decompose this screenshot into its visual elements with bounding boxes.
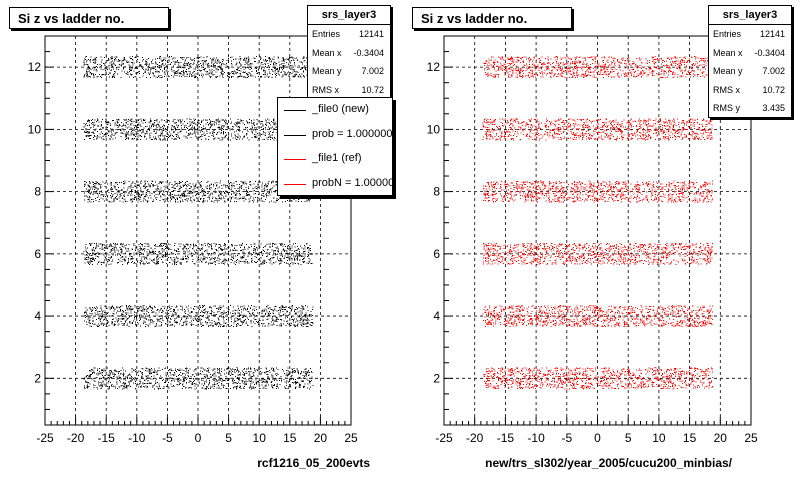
left-x-tick-label: -10	[128, 431, 146, 445]
legend-entry: _file0 (new)	[278, 98, 392, 123]
left-stats-row: RMS x 10.72	[308, 81, 390, 100]
right-x-tick-label: -20	[466, 431, 484, 445]
right-stats-key: RMS y	[713, 103, 740, 113]
right-x-tick-label: -10	[527, 431, 545, 445]
left-stats-value: -0.3404	[353, 47, 384, 58]
left-stats-row: Entries 12141	[308, 25, 390, 44]
left-x-tick-label: 10	[253, 431, 267, 445]
right-y-tick-label: 4	[433, 309, 440, 323]
right-chart-title-text: Si z vs ladder no.	[421, 11, 528, 26]
right-scatter-band	[482, 118, 713, 141]
legend: _file0 (new) prob = 1.000000 _file1 (ref…	[277, 97, 393, 196]
right-scatter-band	[482, 305, 714, 328]
left-scatter-band	[83, 56, 313, 79]
right-x-tick-label: 15	[683, 431, 697, 445]
right-x-tick-label: -25	[435, 431, 453, 445]
left-stats-value: 12141	[358, 29, 384, 39]
right-stats-row: RMS y 3.435	[709, 99, 791, 118]
left-scatter-band	[83, 242, 313, 265]
left-scatter-band	[83, 305, 314, 328]
left-x-tick-label: 0	[195, 431, 202, 445]
left-scatter-band	[83, 367, 314, 390]
right-stats-value: 10.72	[762, 84, 785, 95]
left-y-tick-label: 2	[34, 371, 41, 385]
right-stats-row: Mean x -0.3404	[709, 44, 791, 63]
legend-label: prob = 1.000000	[312, 127, 393, 140]
legend-label: _file0 (new)	[312, 103, 369, 115]
left-x-tick-label: 20	[314, 431, 328, 445]
left-x-tick-label: 15	[283, 431, 297, 445]
right-stats-value: 12141	[759, 29, 785, 39]
legend-line-black	[284, 110, 306, 111]
right-stats-value: 7.002	[762, 66, 785, 76]
left-stats-row: Mean y 7.002	[308, 62, 390, 81]
right-x-tick-label: 20	[714, 431, 728, 445]
legend-line-red	[284, 183, 306, 185]
right-x-tick-label: -15	[497, 431, 515, 445]
right-scatter-band	[482, 242, 714, 265]
legend-entry: probN = 1.000000	[278, 172, 393, 196]
left-y-tick-label: 12	[28, 60, 42, 74]
left-x-tick-label: -15	[98, 431, 116, 445]
right-x-tick-label: 5	[625, 431, 632, 445]
left-chart-title: Si z vs ladder no.	[9, 7, 169, 29]
left-x-tick-label: -20	[67, 431, 85, 445]
right-plot-area: -25 -20 -15 -10 -5 0 5 10 15 20 25 2 4 6 8 10 12	[427, 35, 758, 445]
right-stats-row: Entries 12141	[709, 25, 791, 44]
left-x-tick-label: 25	[344, 431, 358, 445]
left-x-tick-label: -5	[162, 431, 173, 445]
right-scatter-band	[483, 367, 714, 390]
right-y-tick-label: 8	[433, 185, 440, 199]
left-y-tick-label: 4	[34, 309, 41, 323]
left-stats-key: Mean x	[312, 47, 342, 58]
left-stats-key: RMS x	[312, 84, 339, 95]
left-stats-value: 10.72	[361, 84, 384, 95]
left-chart-title-text: Si z vs ladder no.	[18, 11, 125, 26]
left-y-tick-label: 10	[28, 122, 42, 136]
right-y-tick-label: 12	[427, 60, 441, 74]
right-stats-row: Mean y 7.002	[709, 62, 791, 81]
legend-entry: _file1 (ref)	[278, 147, 392, 172]
right-stats-key: Mean y	[713, 66, 743, 76]
legend-label: _file1 (ref)	[312, 152, 362, 164]
left-stats-key: Entries	[312, 29, 341, 39]
right-stats-key: RMS x	[713, 84, 740, 95]
left-y-tick-label: 6	[34, 247, 41, 261]
right-scatter-band	[482, 180, 714, 203]
left-y-tick-label: 8	[34, 185, 41, 199]
left-stats-value: 7.002	[361, 66, 384, 76]
right-x-tick-label: 0	[594, 431, 601, 445]
legend-entry: prob = 1.000000	[278, 123, 392, 148]
right-scatter-band	[483, 56, 714, 79]
right-stats-value: -0.3404	[754, 47, 785, 58]
right-x-tick-label: 25	[744, 431, 758, 445]
right-stats-value: 3.435	[762, 103, 785, 113]
left-x-axis-title: rcf1216_05_200evts	[257, 456, 370, 470]
right-stats-key: Entries	[713, 29, 742, 39]
right-x-tick-label: 10	[652, 431, 666, 445]
legend-line-black	[284, 134, 306, 136]
right-y-tick-label: 6	[433, 247, 440, 261]
right-stats-box: srs_layer3 Entries 12141 Mean x -0.3404 Me…	[708, 5, 792, 118]
right-chart-title: Si z vs ladder no.	[412, 7, 572, 29]
right-x-axis-title: new/trs_sl302/year_2005/cucu200_minbias/	[485, 456, 732, 470]
left-stats-box: srs_layer3 Entries 12141 Mean x -0.3404 Me…	[307, 5, 391, 100]
left-x-tick-label: 5	[225, 431, 232, 445]
right-y-tick-label: 2	[433, 371, 440, 385]
left-x-tick-label: -25	[36, 431, 54, 445]
right-x-tick-label: -5	[561, 431, 572, 445]
right-stats-name: srs_layer3	[709, 6, 791, 25]
left-stats-name: srs_layer3	[308, 6, 390, 25]
right-stats-row: RMS x 10.72	[709, 81, 791, 100]
legend-line-red	[284, 159, 306, 160]
right-y-tick-label: 10	[427, 122, 441, 136]
left-stats-row: Mean x -0.3404	[308, 44, 390, 63]
right-stats-key: Mean x	[713, 47, 743, 58]
left-stats-key: Mean y	[312, 66, 342, 76]
legend-label: probN = 1.000000	[312, 176, 393, 189]
